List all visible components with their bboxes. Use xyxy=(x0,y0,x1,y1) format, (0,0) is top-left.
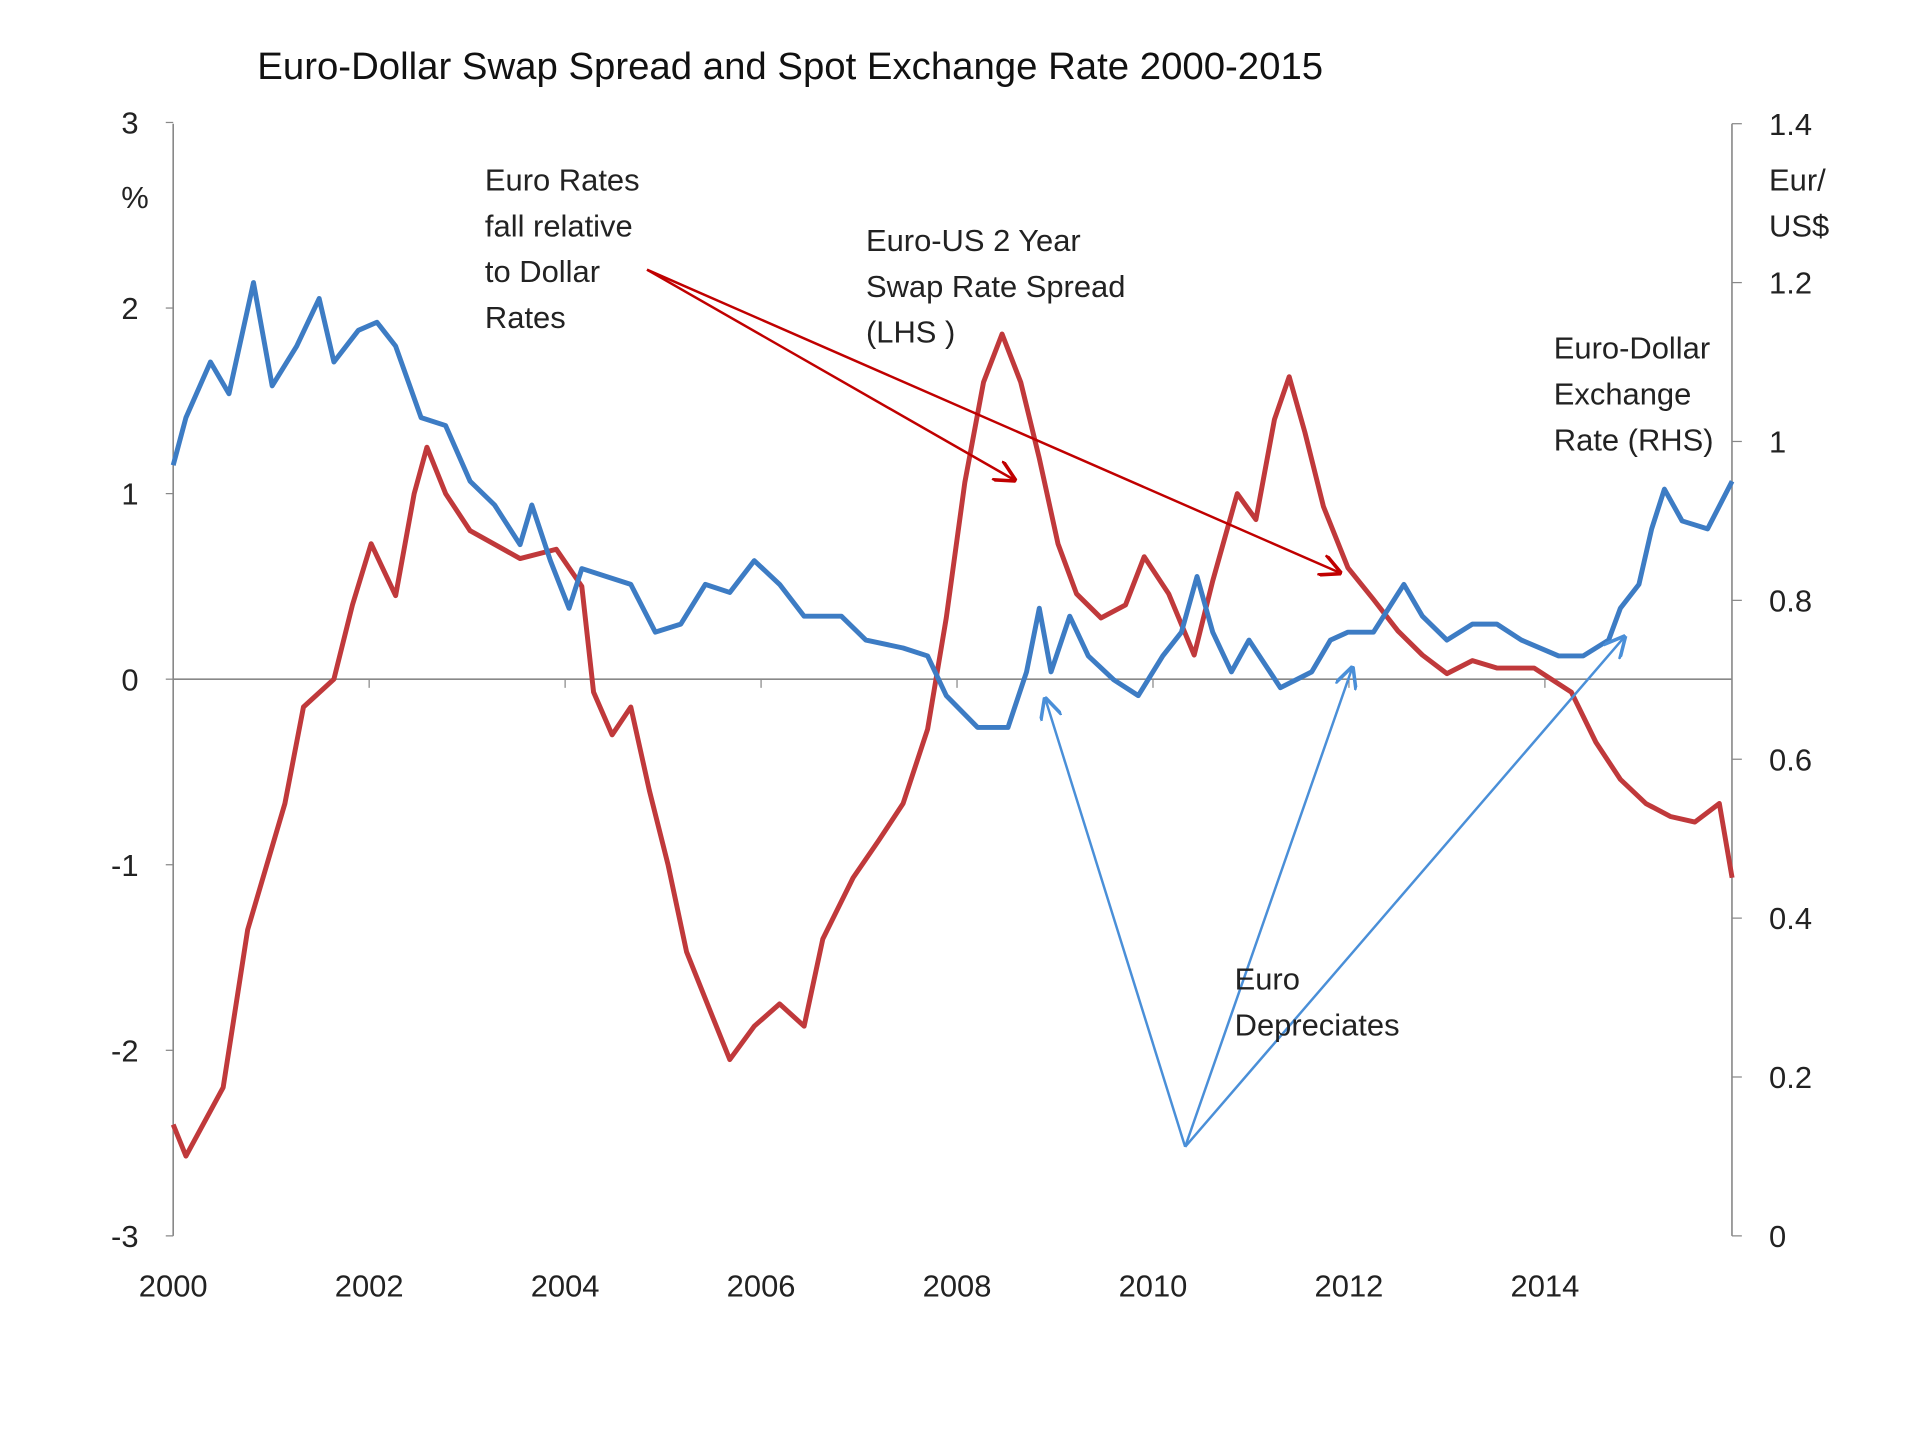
left-tick-label: 3 xyxy=(121,106,138,141)
right-axis-label: Eur/ xyxy=(1769,163,1826,198)
right-tick-label: 0.8 xyxy=(1769,583,1812,618)
x-tick-label: 2002 xyxy=(335,1268,404,1303)
exchange-rate-line xyxy=(170,280,1735,730)
annotation-euro-rates-fall: Euro Rates xyxy=(485,163,640,198)
right-tick-label: 1.4 xyxy=(1769,107,1812,142)
right-axis-label: US$ xyxy=(1769,208,1829,243)
x-tick-label: 2000 xyxy=(139,1268,208,1303)
right-tick-label: 0.6 xyxy=(1769,742,1812,777)
left-tick-label: 1 xyxy=(121,477,138,512)
chart-title: Euro-Dollar Swap Spread and Spot Exchang… xyxy=(257,45,1323,88)
blue-arrow xyxy=(1045,699,1187,1148)
annotations: Euro Rates fall relative to Dollar Rates Eur… xyxy=(485,163,1714,1043)
right-tick-label: 1 xyxy=(1769,425,1786,460)
x-tick-label: 2004 xyxy=(531,1268,600,1303)
annotation-exchange-rate: Euro-Dollar xyxy=(1554,331,1710,366)
axes: 3 2 1 0 -1 -2 -3% 1.4 1.2 1 0.8 0.6 0.4 0.2 0 Eur/US$ 20… xyxy=(111,106,1829,1304)
right-tick-label: 1.2 xyxy=(1769,266,1812,301)
annotation-euro-rates-fall: fall relative xyxy=(485,208,633,243)
left-tick-label: 0 xyxy=(121,662,138,697)
blue-arrow xyxy=(1184,637,1624,1148)
annotation-euro-rates-fall: to Dollar xyxy=(485,254,600,289)
blue-arrow xyxy=(1183,668,1352,1148)
annotation-euro-rates-fall: Rates xyxy=(485,300,566,335)
right-tick-label: 0 xyxy=(1769,1219,1786,1254)
swap-spread-line xyxy=(170,331,1735,1159)
x-tick-label: 2008 xyxy=(923,1268,992,1303)
right-tick-label: 0.4 xyxy=(1769,901,1812,936)
right-tick-label: 0.2 xyxy=(1769,1060,1812,1095)
annotation-exchange-rate: Exchange xyxy=(1554,377,1691,412)
annotation-euro-depreciates: Depreciates xyxy=(1235,1007,1400,1042)
left-tick-label: -1 xyxy=(111,848,138,883)
series-group xyxy=(170,280,1735,1159)
red-arrow xyxy=(646,268,1340,573)
red-arrow xyxy=(646,268,1014,480)
annotation-arrows xyxy=(646,268,1624,1148)
left-tick-label: -3 xyxy=(111,1219,138,1254)
annotation-swap-spread: Euro-US 2 Year xyxy=(866,223,1081,258)
left-tick-label: 2 xyxy=(121,291,138,326)
x-tick-label: 2014 xyxy=(1511,1268,1580,1303)
left-axis-label: % xyxy=(121,180,148,215)
left-tick-label: -2 xyxy=(111,1033,138,1068)
annotation-euro-depreciates: Euro xyxy=(1235,962,1300,997)
annotation-exchange-rate: Rate (RHS) xyxy=(1554,422,1714,457)
annotation-swap-spread: Swap Rate Spread xyxy=(866,269,1125,304)
x-tick-label: 2012 xyxy=(1315,1268,1384,1303)
x-tick-label: 2006 xyxy=(727,1268,796,1303)
x-tick-label: 2010 xyxy=(1119,1268,1188,1303)
annotation-swap-spread: (LHS ) xyxy=(866,315,955,350)
